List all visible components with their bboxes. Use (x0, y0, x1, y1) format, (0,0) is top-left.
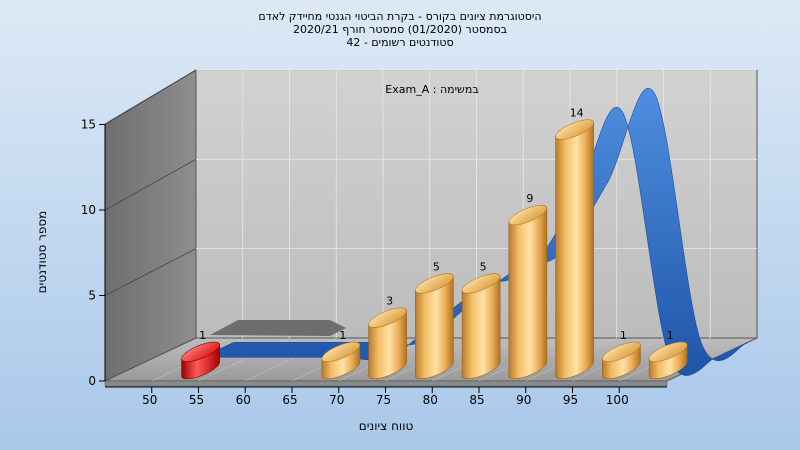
x-tick-label: 55 (189, 393, 204, 407)
x-tick-label: 90 (516, 393, 531, 407)
bar-6 (555, 119, 594, 380)
y-tick-label: 5 (88, 289, 96, 303)
value-label-8: 1 (667, 329, 674, 342)
x-tick-label: 85 (469, 393, 484, 407)
bar-body-2 (368, 310, 407, 380)
bar-top-5 (508, 204, 548, 226)
value-label-6: 14 (570, 107, 584, 120)
y-axis-ticks: 0 5 10 15 (81, 118, 106, 388)
bar-0 (181, 341, 220, 380)
x-tick-label: 50 (142, 393, 157, 407)
curve-flat-shadow (210, 320, 346, 336)
x-tick-label: 80 (423, 393, 438, 407)
bar-top-7 (602, 341, 641, 363)
bar-top-4 (461, 273, 501, 294)
bar-body-6 (555, 122, 594, 380)
bar-body-5 (508, 207, 548, 380)
bar-top-6 (555, 119, 594, 140)
value-label-4: 5 (480, 260, 487, 273)
bar-4 (461, 273, 501, 380)
gridline-side (104, 158, 197, 211)
bar-top-3 (415, 273, 454, 294)
bar-top-2 (368, 307, 407, 328)
bar-1 (321, 341, 361, 380)
value-labels: 1 1 3 5 5 9 14 1 1 (199, 107, 674, 342)
bar-body-3 (415, 276, 454, 380)
bar-2 (368, 307, 407, 380)
bar-3 (415, 273, 454, 380)
bar-top-8 (648, 341, 688, 363)
value-label-1: 1 (339, 329, 346, 342)
y-tick-label: 10 (81, 203, 96, 217)
title-line-3: סטודנטים רשומים - 42 (346, 36, 454, 49)
bar-7 (602, 341, 641, 380)
value-label-7: 1 (620, 329, 627, 342)
x-tick-label: 75 (376, 393, 391, 407)
bar-8 (648, 341, 688, 380)
value-label-3: 5 (433, 260, 440, 273)
value-label-5: 9 (526, 192, 533, 205)
x-tick-label: 100 (606, 393, 629, 407)
title-line-1: היסטוגרמת ציונים בקורס - בקרת הביטוי הגנ… (258, 10, 542, 23)
y-tick-label: 15 (81, 118, 96, 132)
bars (181, 119, 688, 380)
value-label-0: 1 (199, 329, 206, 342)
gridlines (104, 69, 757, 382)
bar-5 (508, 204, 548, 380)
gridline-side (104, 248, 197, 296)
floor-front-edge (104, 380, 668, 387)
x-tick-label: 65 (282, 393, 297, 407)
x-tick-label: 60 (236, 393, 251, 407)
plot-annotation: Exam_A : במשימה (385, 83, 478, 96)
bar-top-0 (181, 341, 220, 363)
title-line-2: בסמסטר (01/2020) סמסטר חורף 2020/21 (293, 23, 507, 36)
chart-title: היסטוגרמת ציונים בקורס - בקרת הביטוי הגנ… (0, 10, 800, 49)
x-tick-label: 70 (329, 393, 344, 407)
flat-region-shadow (210, 320, 346, 336)
x-tick-label: 95 (563, 393, 578, 407)
gridline-side (104, 69, 197, 125)
bar-body-4 (461, 276, 501, 380)
y-axis-title: מספר סטודנטים (35, 211, 49, 294)
y-tick-label: 0 (88, 374, 96, 388)
x-axis-ticks: 50 55 60 65 70 75 80 85 90 95 100 (105, 386, 667, 407)
x-axis-title: טווח ציונים (359, 419, 414, 433)
bar-top-1 (321, 341, 361, 363)
value-label-2: 3 (386, 295, 393, 308)
